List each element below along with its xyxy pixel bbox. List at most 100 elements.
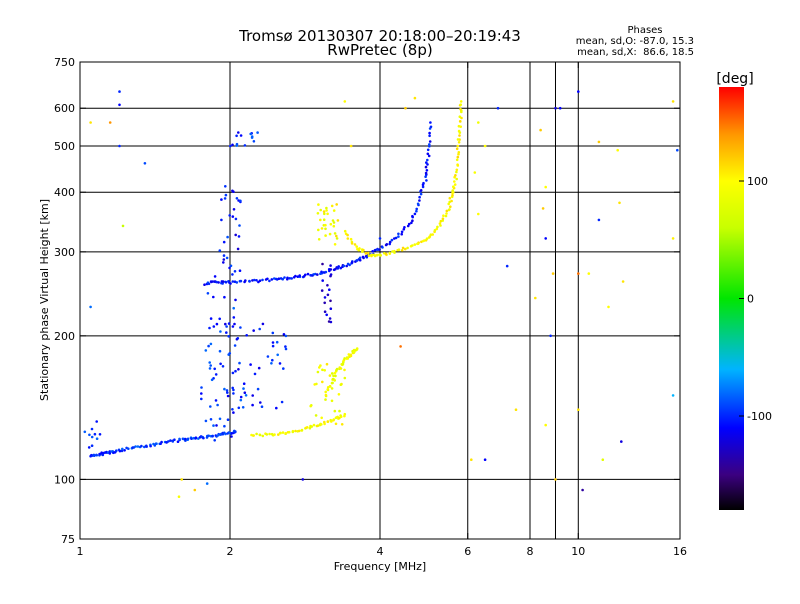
scatter-point	[89, 121, 92, 124]
scatter-point	[143, 162, 147, 165]
spread-echo-point	[326, 212, 329, 216]
axis-ticks: 1 2 4 6 8 10 16 75 100 200 300 400 500 600 750	[54, 56, 687, 558]
scatter-point	[676, 148, 679, 152]
phase-info-title: Phases	[627, 25, 662, 36]
x-tick-label: 6	[464, 545, 471, 558]
spread-echo-point	[209, 317, 213, 320]
spread-echo-point	[227, 322, 231, 325]
spread-echo-point	[249, 132, 252, 136]
scatter-point	[108, 121, 112, 124]
trace-point	[279, 431, 282, 435]
trace-point	[252, 434, 255, 437]
spread-echo-point	[329, 264, 332, 267]
trace-point	[261, 278, 264, 282]
trace-point	[298, 274, 302, 277]
trace-point	[406, 246, 409, 250]
spread-echo-point	[276, 353, 280, 357]
spread-echo-point	[236, 337, 240, 340]
trace-point	[458, 115, 462, 118]
trace-point	[428, 131, 431, 135]
colorbar-tick-label: -100	[747, 410, 772, 423]
trace-point	[310, 425, 314, 428]
trace-point	[425, 161, 428, 164]
spread-echo-point	[339, 383, 343, 387]
x-tick-label: 4	[377, 545, 384, 558]
y-axis-label: Stationary phase Virtual Height [km]	[38, 199, 51, 401]
trace-point	[308, 426, 312, 430]
trace-point	[452, 185, 455, 188]
scatter-point	[620, 440, 623, 443]
spread-echo-point	[83, 430, 87, 434]
scatter-point	[89, 305, 92, 309]
spread-echo-point	[316, 370, 320, 374]
y-tick-label: 750	[54, 56, 75, 69]
trace-point	[415, 207, 419, 211]
scatter-point	[539, 128, 542, 132]
spread-echo-point	[323, 212, 326, 216]
spread-echo-point	[239, 398, 243, 402]
trace-point	[376, 253, 379, 257]
trace-point	[390, 238, 394, 242]
spread-echo-point	[333, 243, 337, 246]
spread-echo-point	[219, 330, 222, 333]
spread-echo-point	[237, 131, 240, 134]
y-tick-label: 200	[54, 330, 75, 343]
trace-point	[397, 248, 401, 251]
scatter-point	[551, 272, 555, 275]
trace-point	[273, 433, 276, 436]
spread-echo-point	[226, 394, 230, 398]
trace-point	[394, 236, 398, 240]
spread-echo-point	[319, 218, 322, 222]
spread-echo-point	[338, 409, 341, 413]
phase-info-x: mean, sd,X: 86.6, 18.5	[577, 47, 694, 58]
trace-point	[433, 229, 437, 232]
trace-point	[217, 281, 220, 284]
spread-echo-point	[275, 406, 278, 410]
spread-echo-point	[222, 261, 225, 264]
spread-echo-point	[235, 142, 239, 146]
trace-point	[173, 438, 176, 442]
trace-point	[288, 277, 292, 280]
trace-point	[435, 227, 439, 231]
x-tick-label: 1	[77, 545, 84, 558]
trace-point	[328, 384, 332, 388]
spread-echo-point	[266, 355, 270, 358]
trace-point	[235, 281, 239, 284]
trace-point	[428, 143, 431, 146]
trace-point	[455, 170, 458, 174]
spread-echo-point	[337, 393, 341, 396]
spread-echo-point	[218, 317, 221, 321]
trace-point	[349, 237, 353, 241]
spread-echo-point	[309, 404, 313, 408]
spread-echo-point	[334, 422, 338, 426]
scatter-point	[587, 272, 591, 275]
spread-echo-point	[317, 228, 320, 232]
trace-point	[346, 233, 349, 237]
spread-echo-point	[226, 391, 229, 394]
spread-echo-point	[325, 313, 329, 317]
trace-point	[371, 250, 374, 253]
trace-point	[355, 347, 359, 350]
spread-echo-point	[226, 235, 229, 239]
spread-echo-point	[284, 347, 288, 351]
spread-echo-point	[249, 363, 252, 366]
trace-point	[160, 440, 163, 444]
spread-echo-point	[225, 389, 229, 392]
spread-echo-point	[336, 219, 340, 222]
trace-point	[444, 214, 448, 218]
trace-point	[268, 432, 271, 436]
trace-point	[425, 169, 429, 172]
scatter-point	[577, 408, 580, 412]
spread-echo-point	[343, 368, 346, 372]
trace-point	[425, 179, 428, 182]
trace-point	[331, 381, 334, 385]
spread-echo-point	[90, 427, 94, 431]
spread-echo-point	[231, 143, 234, 147]
spread-echo-point	[230, 435, 233, 438]
scatter-point	[534, 296, 537, 300]
spread-echo-point	[224, 193, 228, 197]
spread-echo-point	[261, 322, 265, 326]
scatter-point	[193, 488, 197, 492]
trace-point	[320, 423, 323, 426]
trace-point	[207, 434, 210, 438]
